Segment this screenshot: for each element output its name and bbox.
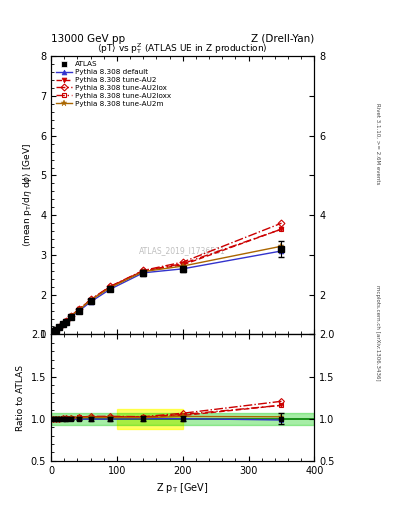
Pythia 8.308 default [77,308,81,314]
Pythia 8.308 tune-AU2 [180,262,185,268]
Line: Pythia 8.308 tune-AU2: Pythia 8.308 tune-AU2 [50,227,284,334]
Pythia 8.308 tune-AU2m [64,318,68,325]
Pythia 8.308 tune-AU2m [68,313,73,319]
Text: Z (Drell-Yan): Z (Drell-Yan) [251,33,314,44]
Pythia 8.308 tune-AU2m [60,322,65,328]
Pythia 8.308 tune-AU2lox [108,283,113,289]
Pythia 8.308 default [180,266,185,272]
X-axis label: Z p$_{\rm T}$ [GeV]: Z p$_{\rm T}$ [GeV] [156,481,209,495]
Pythia 8.308 tune-AU2 [77,306,81,312]
Pythia 8.308 default [54,327,59,333]
Pythia 8.308 tune-AU2m [279,243,284,249]
Pythia 8.308 tune-AU2lox [57,324,62,330]
Text: Rivet 3.1.10, >= 2.6M events: Rivet 3.1.10, >= 2.6M events [375,103,380,184]
Pythia 8.308 tune-AU2m [108,285,113,291]
Pythia 8.308 tune-AU2loxx [77,306,81,312]
Pythia 8.308 tune-AU2m [77,307,81,313]
Text: ATLAS_2019_I1736531: ATLAS_2019_I1736531 [140,246,226,255]
Pythia 8.308 tune-AU2 [88,297,93,303]
Pythia 8.308 default [88,299,93,305]
Pythia 8.308 tune-AU2lox [279,220,284,226]
Bar [117,409,183,429]
Pythia 8.308 default [68,314,73,320]
Pythia 8.308 tune-AU2 [54,327,59,333]
Pythia 8.308 tune-AU2m [180,263,185,269]
Pythia 8.308 default [60,322,65,328]
Pythia 8.308 tune-AU2m [141,269,146,275]
Pythia 8.308 tune-AU2lox [54,327,59,333]
Pythia 8.308 tune-AU2lox [64,318,68,325]
Y-axis label: $\langle$mean p$_{\rm T}$/d$\eta$ d$\phi\rangle$ [GeV]: $\langle$mean p$_{\rm T}$/d$\eta$ d$\phi… [22,143,35,247]
Title: $\langle$pT$\rangle$ vs p$_{\rm T}^{\rm Z}$ (ATLAS UE in Z production): $\langle$pT$\rangle$ vs p$_{\rm T}^{\rm … [97,41,268,56]
Pythia 8.308 tune-AU2 [57,324,62,330]
Y-axis label: Ratio to ATLAS: Ratio to ATLAS [16,365,25,431]
Pythia 8.308 default [108,286,113,292]
Pythia 8.308 tune-AU2loxx [180,261,185,267]
Line: Pythia 8.308 tune-AU2lox: Pythia 8.308 tune-AU2lox [50,221,284,334]
Pythia 8.308 default [57,324,62,330]
Pythia 8.308 tune-AU2loxx [88,297,93,303]
Pythia 8.308 tune-AU2 [279,226,284,232]
Pythia 8.308 tune-AU2lox [88,296,93,303]
Pythia 8.308 tune-AU2loxx [108,284,113,290]
Pythia 8.308 tune-AU2 [68,313,73,319]
Pythia 8.308 tune-AU2m [57,324,62,330]
Line: Pythia 8.308 tune-AU2loxx: Pythia 8.308 tune-AU2loxx [50,227,284,334]
Pythia 8.308 tune-AU2loxx [57,324,62,330]
Pythia 8.308 tune-AU2 [108,284,113,290]
Pythia 8.308 tune-AU2lox [50,328,55,334]
Pythia 8.308 tune-AU2loxx [54,327,59,333]
Pythia 8.308 default [141,270,146,276]
Pythia 8.308 tune-AU2lox [68,313,73,319]
Pythia 8.308 default [64,318,68,325]
Pythia 8.308 tune-AU2lox [180,259,185,265]
Pythia 8.308 tune-AU2m [50,328,55,334]
Pythia 8.308 tune-AU2m [88,297,93,303]
Text: 13000 GeV pp: 13000 GeV pp [51,33,125,44]
Pythia 8.308 tune-AU2 [60,321,65,327]
Pythia 8.308 tune-AU2lox [77,306,81,312]
Pythia 8.308 tune-AU2m [54,327,59,333]
Pythia 8.308 default [50,328,55,334]
Pythia 8.308 tune-AU2lox [141,267,146,273]
Pythia 8.308 tune-AU2loxx [141,268,146,274]
Text: mcplots.cern.ch [arXiv:1306.3436]: mcplots.cern.ch [arXiv:1306.3436] [375,285,380,380]
Pythia 8.308 tune-AU2loxx [68,313,73,319]
Pythia 8.308 tune-AU2 [50,328,55,334]
Line: Pythia 8.308 tune-AU2m: Pythia 8.308 tune-AU2m [49,243,285,335]
Pythia 8.308 tune-AU2loxx [64,318,68,325]
Pythia 8.308 tune-AU2loxx [50,328,55,334]
Pythia 8.308 default [279,248,284,254]
Bar [51,413,314,424]
Pythia 8.308 tune-AU2 [141,268,146,274]
Legend: ATLAS, Pythia 8.308 default, Pythia 8.308 tune-AU2, Pythia 8.308 tune-AU2lox, Py: ATLAS, Pythia 8.308 default, Pythia 8.30… [55,60,173,108]
Pythia 8.308 tune-AU2lox [60,321,65,327]
Pythia 8.308 tune-AU2loxx [60,321,65,327]
Pythia 8.308 tune-AU2loxx [279,226,284,232]
Line: Pythia 8.308 default: Pythia 8.308 default [50,248,284,334]
Pythia 8.308 tune-AU2 [64,318,68,325]
